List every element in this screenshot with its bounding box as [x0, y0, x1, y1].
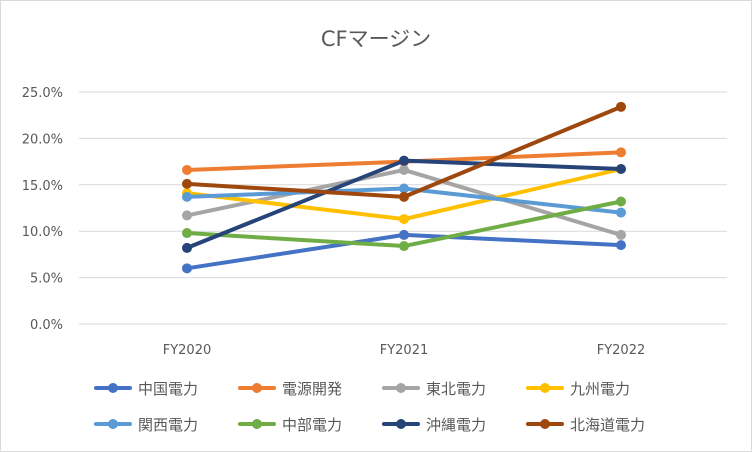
data-point — [399, 191, 409, 202]
legend-swatch-marker — [108, 383, 118, 393]
data-point — [182, 210, 192, 221]
x-tick-label: FY2020 — [163, 343, 212, 358]
legend-item: 中部電力 — [238, 416, 342, 434]
legend-item: 関西電力 — [94, 416, 198, 434]
series-lines — [182, 101, 626, 274]
series-中部電力 — [182, 196, 626, 252]
legend-label: 関西電力 — [138, 416, 198, 434]
gridlines — [79, 91, 727, 325]
y-axis-ticks: 0.0% 5.0% 10.0% 15.0% 20.0% 25.0% — [22, 86, 63, 333]
y-tick-label: 25.0% — [22, 86, 63, 101]
data-point — [616, 147, 626, 158]
legend-label: 中国電力 — [138, 380, 198, 398]
y-tick-label: 0.0% — [30, 318, 63, 333]
y-tick-label: 20.0% — [22, 132, 63, 147]
legend-label: 電源開発 — [282, 380, 342, 398]
legend-item: 中国電力 — [94, 380, 198, 398]
legend-item: 沖縄電力 — [382, 416, 486, 434]
series-沖縄電力 — [182, 155, 626, 253]
legend-swatch-marker — [396, 383, 406, 393]
legend-label: 沖縄電力 — [426, 416, 486, 434]
legend-item: 北海道電力 — [526, 416, 645, 434]
data-point — [616, 207, 626, 218]
data-point — [399, 183, 409, 194]
data-point — [182, 263, 192, 274]
y-tick-label: 15.0% — [22, 179, 63, 194]
legend-item: 東北電力 — [382, 380, 486, 398]
data-point — [616, 240, 626, 251]
legend-swatch-marker — [108, 419, 118, 429]
data-point — [182, 228, 192, 239]
data-point — [616, 196, 626, 207]
legend-label: 北海道電力 — [570, 416, 645, 434]
data-point — [616, 229, 626, 240]
series-関西電力 — [182, 183, 626, 218]
data-point — [616, 164, 626, 175]
legend-swatch-marker — [252, 383, 262, 393]
legend-item: 電源開発 — [238, 380, 342, 398]
legend-label: 東北電力 — [426, 380, 486, 398]
x-tick-label: FY2022 — [597, 343, 646, 358]
data-point — [399, 214, 409, 225]
legend-label: 中部電力 — [282, 416, 342, 434]
data-point — [182, 242, 192, 253]
legend-item: 九州電力 — [526, 380, 630, 398]
series-中国電力 — [182, 229, 626, 274]
x-axis-ticks: FY2020 FY2021 FY2022 — [163, 343, 646, 358]
legend-label: 九州電力 — [570, 380, 630, 398]
data-point — [182, 191, 192, 202]
data-point — [399, 229, 409, 240]
data-point — [399, 241, 409, 252]
data-point — [399, 155, 409, 166]
data-point — [182, 178, 192, 189]
legend-swatch-marker — [396, 419, 406, 429]
data-point — [616, 101, 626, 112]
legend-swatch-marker — [540, 383, 550, 393]
chart-title: CFマージン — [320, 27, 432, 51]
y-tick-label: 5.0% — [30, 272, 63, 287]
series-line — [185, 232, 623, 271]
series-北海道電力 — [182, 101, 626, 202]
x-tick-label: FY2021 — [380, 343, 429, 358]
legend-swatch-marker — [540, 419, 550, 429]
data-point — [399, 164, 409, 175]
data-point — [182, 164, 192, 175]
legend-swatch-marker — [252, 419, 262, 429]
y-tick-label: 10.0% — [22, 225, 63, 240]
